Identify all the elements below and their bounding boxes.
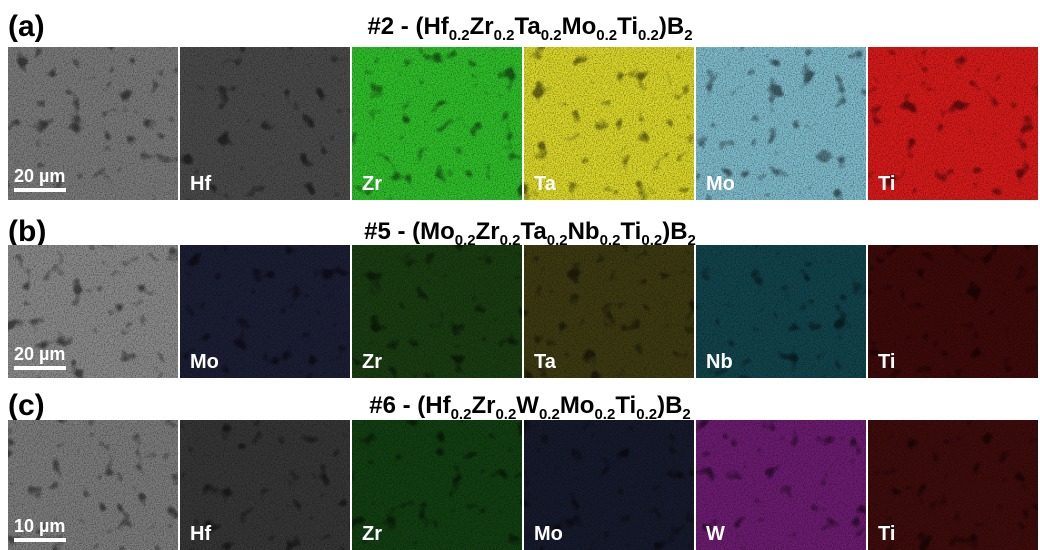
title-text: Ta — [515, 13, 542, 40]
title-text: Nb — [568, 218, 600, 245]
title-text: )B — [657, 392, 682, 419]
title-text: W — [516, 392, 539, 419]
title-text: Ta — [521, 218, 548, 245]
map-pores — [868, 245, 1038, 378]
scale-bar-label: 20 µm — [14, 344, 65, 364]
element-label: Ta — [534, 351, 557, 373]
map-pores — [868, 420, 1038, 550]
subscript: 2 — [684, 27, 692, 44]
element-label: Zr — [362, 523, 382, 545]
panel-label: (a) — [8, 10, 45, 43]
element-label: Ti — [878, 173, 895, 195]
subscript: 0.2 — [494, 27, 515, 44]
row-title: #5 - (Mo0.2Zr0.2Ta0.2Nb0.2Ti0.2)B2 — [364, 218, 696, 249]
subscript: 0.2 — [451, 406, 472, 423]
title-text: )B — [662, 218, 687, 245]
subscript: 0.2 — [449, 27, 470, 44]
subscript: 0.2 — [636, 406, 657, 423]
panel-label: (b) — [8, 215, 46, 248]
title-text: Zr — [470, 13, 494, 40]
map-pores — [524, 47, 694, 200]
element-label: Ti — [878, 351, 895, 373]
scale-bar — [14, 366, 66, 370]
scale-bar-label: 10 µm — [14, 516, 65, 536]
map-pores — [696, 245, 866, 378]
title-text: Mo — [560, 392, 595, 419]
title-text: Mo — [562, 13, 597, 40]
row-title: #6 - (Hf0.2Zr0.2W0.2Mo0.2Ti0.2)B2 — [369, 392, 691, 423]
element-label: Ti — [878, 523, 895, 545]
title-text: #2 - (Hf — [367, 13, 449, 40]
subscript: 0.2 — [541, 27, 562, 44]
element-label: Ta — [534, 173, 557, 195]
map-pores — [8, 245, 178, 378]
subscript: 0.2 — [500, 232, 521, 249]
panel-label: (c) — [8, 389, 45, 422]
subscript: 0.2 — [638, 27, 659, 44]
title-text: Zr — [476, 218, 500, 245]
subscript: 0.2 — [495, 406, 516, 423]
map-pores — [8, 47, 178, 200]
subscript: 2 — [682, 406, 690, 423]
subscript: 0.2 — [539, 406, 560, 423]
subscript: 0.2 — [596, 27, 617, 44]
element-label: Hf — [190, 523, 211, 545]
element-label: Zr — [362, 351, 382, 373]
subscript: 0.2 — [455, 232, 476, 249]
element-label: Mo — [534, 523, 563, 545]
title-text: Ti — [620, 218, 641, 245]
subscript: 0.2 — [641, 232, 662, 249]
scale-bar — [14, 538, 66, 542]
row-title: #2 - (Hf0.2Zr0.2Ta0.2Mo0.2Ti0.2)B2 — [367, 13, 692, 44]
map-pores — [180, 245, 350, 378]
scale-bar — [14, 188, 66, 192]
element-label: Zr — [362, 173, 382, 195]
map-pores — [180, 47, 350, 200]
title-text: #5 - (Mo — [364, 218, 455, 245]
subscript: 2 — [688, 232, 696, 249]
subscript: 0.2 — [600, 232, 621, 249]
map-pores — [352, 245, 522, 378]
map-pores — [8, 420, 178, 550]
title-text: #6 - (Hf — [369, 392, 451, 419]
title-text: Ti — [615, 392, 636, 419]
subscript: 0.2 — [594, 406, 615, 423]
map-pores — [352, 47, 522, 200]
element-label: Mo — [706, 173, 735, 195]
map-pores — [524, 420, 694, 550]
map-pores — [180, 420, 350, 550]
element-label: Hf — [190, 173, 211, 195]
element-label: W — [706, 523, 725, 545]
scale-bar-label: 20 µm — [14, 166, 65, 186]
map-pores — [868, 47, 1038, 200]
subscript: 0.2 — [547, 232, 568, 249]
title-text: Zr — [471, 392, 495, 419]
element-label: Mo — [190, 351, 219, 373]
map-pores — [352, 420, 522, 550]
map-pores — [696, 47, 866, 200]
title-text: Ti — [617, 13, 638, 40]
element-label: Nb — [706, 351, 733, 373]
map-pores — [524, 245, 694, 378]
title-text: )B — [659, 13, 684, 40]
map-pores — [696, 420, 866, 550]
